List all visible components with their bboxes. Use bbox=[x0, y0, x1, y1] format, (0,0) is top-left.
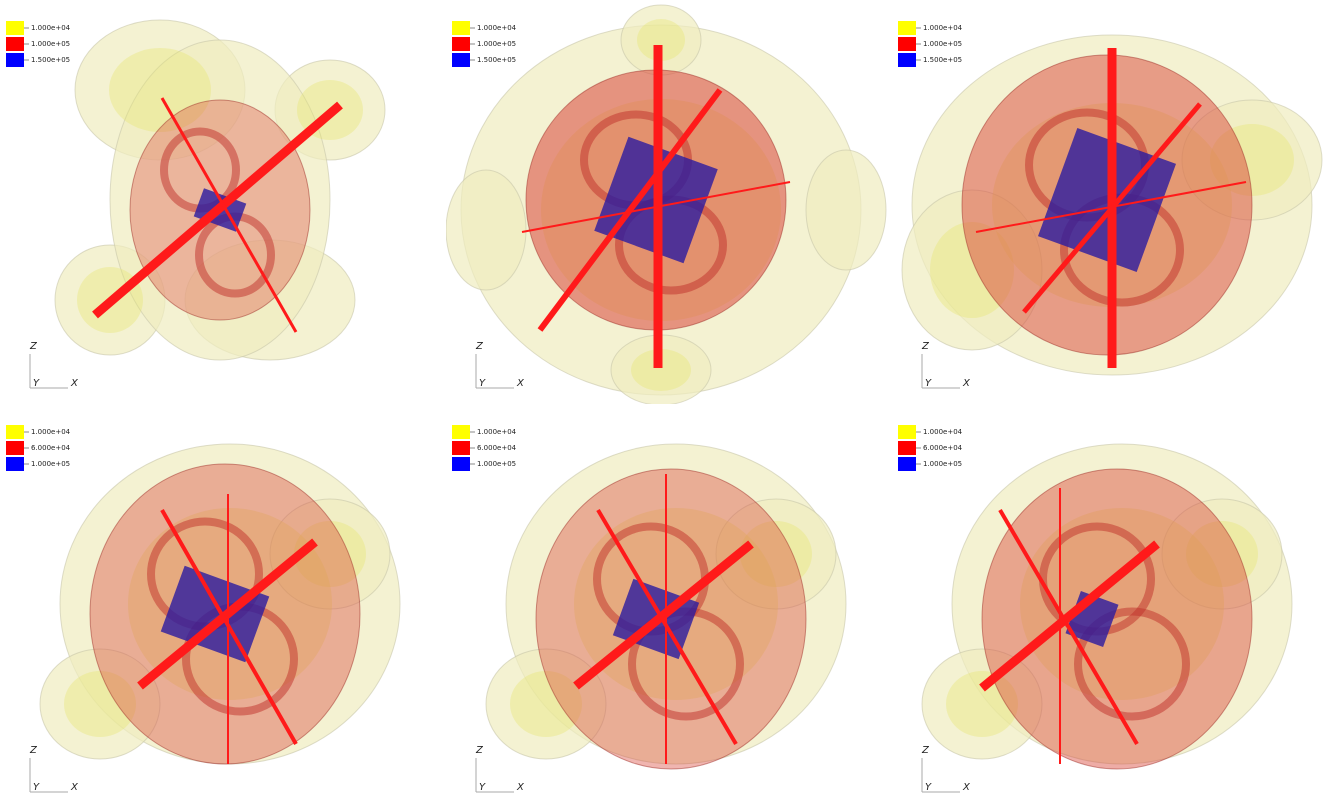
legend-label: 1.000e+04 bbox=[923, 428, 963, 436]
axis-rod bbox=[160, 97, 298, 333]
isosurface-high bbox=[1037, 128, 1177, 272]
axis-rod bbox=[1022, 102, 1202, 314]
isosurface-mid bbox=[981, 468, 1253, 770]
isosurface-low bbox=[39, 648, 161, 760]
legend-swatch bbox=[452, 21, 470, 35]
axis-rod bbox=[573, 540, 754, 690]
legend-swatch bbox=[898, 37, 916, 51]
isosurface-yellow bbox=[1186, 521, 1258, 587]
isosurface-low bbox=[269, 498, 391, 610]
legend-label: 1.000e+04 bbox=[477, 428, 517, 436]
legend-swatch bbox=[452, 457, 470, 471]
isosurface-yellow bbox=[294, 521, 366, 587]
axis-label-y: Y bbox=[925, 378, 932, 389]
isosurface-low bbox=[446, 169, 527, 291]
axis-rod bbox=[979, 540, 1160, 692]
isosurface-high bbox=[160, 565, 270, 663]
isosurface-yellow bbox=[109, 48, 211, 132]
isosurface-low bbox=[485, 648, 607, 760]
axis-label-x: X bbox=[516, 782, 525, 793]
render-panel: 1.000e+04 6.000e+04 1.000e+05 Z Y X bbox=[6, 425, 401, 793]
axis-rod bbox=[998, 508, 1139, 746]
isosurface-low bbox=[715, 498, 837, 610]
axis-label-z: Z bbox=[475, 341, 484, 352]
legend-label: 1.000e+05 bbox=[477, 40, 516, 48]
legend-swatch bbox=[452, 37, 470, 51]
isosurface-yellow bbox=[510, 671, 582, 737]
isosurface-yellow bbox=[740, 521, 812, 587]
axis-label-y: Y bbox=[33, 378, 40, 389]
legend-label: 1.000e+05 bbox=[31, 40, 70, 48]
isosurface-yellow bbox=[946, 671, 1018, 737]
legend-swatch bbox=[452, 425, 470, 439]
axis-rod bbox=[92, 101, 343, 319]
axis-label-y: Y bbox=[33, 782, 40, 793]
legend-swatch bbox=[6, 37, 24, 51]
legend-label: 1.500e+05 bbox=[923, 56, 962, 64]
axis-label-x: X bbox=[962, 782, 971, 793]
isosurface-low bbox=[1161, 498, 1283, 610]
axis-label-x: X bbox=[70, 378, 79, 389]
render-panel: 1.000e+04 1.000e+05 1.500e+05 Z Y X bbox=[6, 19, 386, 389]
isosurface-yellow bbox=[637, 19, 685, 61]
axis-label-x: X bbox=[70, 782, 79, 793]
legend-label: 6.000e+04 bbox=[31, 444, 71, 452]
axis-label-y: Y bbox=[479, 782, 486, 793]
axis-label-z: Z bbox=[475, 745, 484, 756]
legend-label: 1.000e+05 bbox=[31, 460, 70, 468]
axis-label-z: Z bbox=[29, 341, 38, 352]
legend-label: 1.500e+05 bbox=[31, 56, 70, 64]
axis-label-z: Z bbox=[921, 341, 930, 352]
legend-label: 1.000e+04 bbox=[477, 24, 517, 32]
legend-label: 6.000e+04 bbox=[923, 444, 963, 452]
legend-swatch bbox=[6, 21, 24, 35]
axis-label-z: Z bbox=[921, 745, 930, 756]
isosurface-low bbox=[805, 149, 887, 271]
legend-swatch bbox=[452, 441, 470, 455]
legend-swatch bbox=[6, 53, 24, 67]
axis-label-y: Y bbox=[479, 378, 486, 389]
legend-swatch bbox=[6, 425, 24, 439]
axis-label-x: X bbox=[516, 378, 525, 389]
legend-label: 1.000e+05 bbox=[923, 40, 962, 48]
legend-swatch bbox=[898, 21, 916, 35]
legend-swatch bbox=[898, 441, 916, 455]
legend-label: 1.000e+04 bbox=[923, 24, 963, 32]
axis-rod bbox=[521, 181, 791, 233]
axis-label-x: X bbox=[962, 378, 971, 389]
isosurface-yellow bbox=[631, 349, 691, 391]
legend-label: 1.000e+04 bbox=[31, 24, 71, 32]
legend-label: 1.500e+05 bbox=[477, 56, 516, 64]
legend-swatch bbox=[898, 457, 916, 471]
legend-swatch bbox=[6, 457, 24, 471]
isosurface-mid-inner bbox=[1074, 607, 1190, 721]
legend-label: 1.000e+04 bbox=[31, 428, 71, 436]
legend-swatch bbox=[898, 53, 916, 67]
legend-swatch bbox=[452, 53, 470, 67]
isosurface-yellow bbox=[64, 671, 136, 737]
axis-rod bbox=[975, 181, 1247, 233]
render-panel: 1.000e+04 1.000e+05 1.500e+05 Z Y X bbox=[898, 21, 1323, 389]
axis-label-z: Z bbox=[29, 745, 38, 756]
isosurface-yellow bbox=[1020, 508, 1224, 700]
render-panel: 1.000e+04 6.000e+04 1.000e+05 Z Y X bbox=[898, 425, 1293, 793]
isosurface-low bbox=[921, 648, 1043, 760]
render-panel: 1.000e+04 1.000e+05 1.500e+05 Z Y X bbox=[446, 4, 887, 404]
legend-swatch bbox=[898, 425, 916, 439]
axis-label-y: Y bbox=[925, 782, 932, 793]
legend-label: 1.000e+05 bbox=[923, 460, 962, 468]
legend-swatch bbox=[6, 441, 24, 455]
render-panel: 1.000e+04 6.000e+04 1.000e+05 Z Y X bbox=[452, 425, 847, 793]
axis-rod bbox=[537, 88, 723, 332]
legend-label: 1.000e+05 bbox=[477, 460, 516, 468]
legend-label: 6.000e+04 bbox=[477, 444, 517, 452]
